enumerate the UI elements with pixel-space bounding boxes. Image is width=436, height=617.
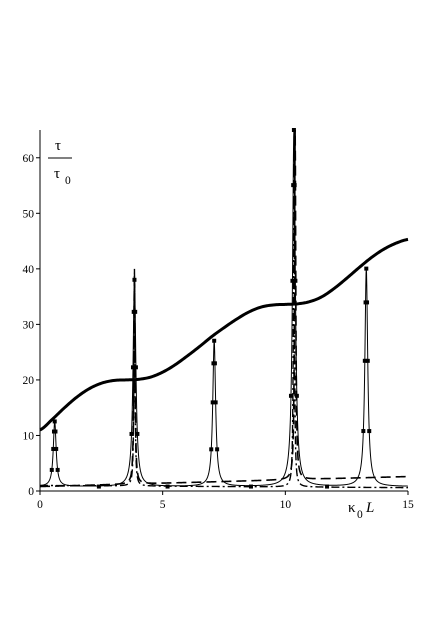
x-tick-label: 10 xyxy=(280,499,292,511)
data-marker xyxy=(130,365,135,370)
y-label-denominator-sub: 0 xyxy=(65,175,71,187)
y-tick-label: 50 xyxy=(23,208,35,220)
data-marker xyxy=(54,446,59,451)
x-label-sub: 0 xyxy=(357,509,363,521)
plot-area: 0 10 20 30 40 50 60 0 5 10 15 τ τ 0 κ 0 L xyxy=(23,128,414,521)
data-marker xyxy=(210,400,215,405)
data-marker xyxy=(362,358,367,363)
data-marker xyxy=(133,365,138,370)
x-tick-label: 15 xyxy=(402,499,414,511)
data-marker xyxy=(367,429,372,434)
x-label-L: L xyxy=(365,500,374,516)
x-tick-label: 0 xyxy=(37,499,43,511)
series-dashed xyxy=(39,129,409,488)
data-marker xyxy=(212,338,217,343)
y-tick-label: 0 xyxy=(28,486,34,498)
series-layer xyxy=(39,128,409,489)
data-marker xyxy=(290,278,295,283)
series-thick-solid xyxy=(39,237,409,432)
series-thin-solid xyxy=(39,129,409,487)
y-axis-label: τ τ 0 xyxy=(48,138,72,187)
y-label-numerator: τ xyxy=(55,138,61,154)
y-tick-label: 30 xyxy=(23,319,35,331)
x-label-kappa: κ xyxy=(348,500,356,516)
data-marker xyxy=(293,278,298,283)
data-marker xyxy=(129,431,134,436)
y-tick-label: 40 xyxy=(23,264,35,276)
data-marker xyxy=(365,358,370,363)
data-marker xyxy=(135,431,140,436)
data-marker xyxy=(291,128,296,132)
series-thin-markers xyxy=(49,128,372,489)
data-marker xyxy=(364,266,369,271)
x-axis-label: κ 0 L xyxy=(348,500,374,521)
x-ticks: 0 5 10 15 xyxy=(37,491,414,511)
data-marker xyxy=(209,447,214,452)
data-marker xyxy=(49,467,54,472)
data-marker xyxy=(55,467,60,472)
x-tick-label: 5 xyxy=(160,499,166,511)
y-label-denominator: τ xyxy=(54,166,60,182)
data-marker xyxy=(215,447,220,452)
y-tick-label: 10 xyxy=(23,430,35,442)
data-marker xyxy=(361,429,366,434)
y-ticks: 0 10 20 30 40 50 60 xyxy=(23,153,40,498)
data-marker xyxy=(53,429,58,434)
data-marker xyxy=(213,400,218,405)
series-dash-dot xyxy=(40,146,408,489)
y-tick-label: 20 xyxy=(23,375,35,387)
data-marker xyxy=(52,419,57,424)
data-marker xyxy=(212,361,217,366)
data-marker xyxy=(51,446,56,451)
data-marker xyxy=(288,393,293,398)
data-marker xyxy=(96,484,101,489)
data-marker xyxy=(365,300,370,305)
y-tick-label: 60 xyxy=(23,153,35,165)
